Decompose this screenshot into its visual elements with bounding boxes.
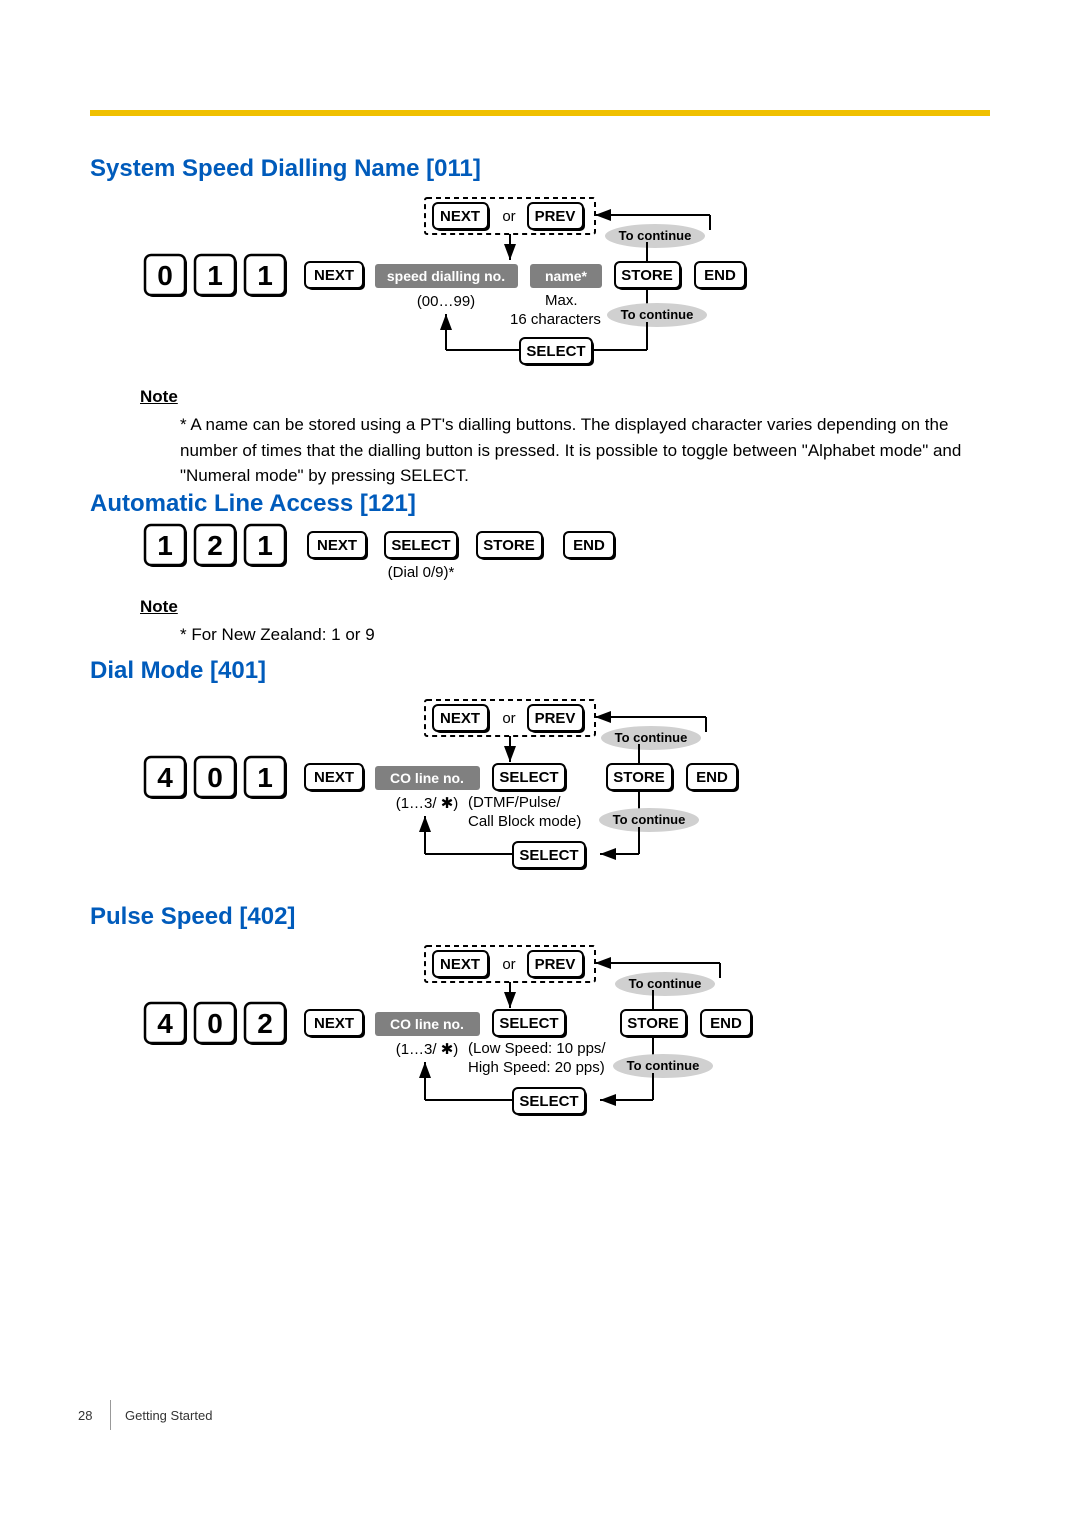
accent-bar — [90, 110, 990, 116]
nav-prev: PREV — [535, 208, 576, 225]
key-0: 0 — [195, 757, 237, 799]
to-continue-top: To continue — [629, 976, 702, 991]
sub-co-line: (1…3/ ✱) — [396, 795, 459, 812]
svg-text:1: 1 — [257, 762, 273, 793]
key-1: 1 — [245, 757, 287, 799]
next-button: NEXT — [314, 769, 354, 786]
store-button: STORE — [483, 537, 534, 554]
store-button: STORE — [627, 1015, 678, 1032]
key-2: 2 — [195, 525, 237, 567]
select-button: SELECT — [526, 343, 585, 360]
note-heading-2: Note — [140, 597, 178, 617]
svg-text:4: 4 — [157, 1008, 173, 1039]
nav-next: NEXT — [440, 956, 480, 973]
to-continue-top: To continue — [615, 730, 688, 745]
key-4: 4 — [145, 1003, 187, 1045]
nav-prev: PREV — [535, 710, 576, 727]
label-co-line: CO line no. — [390, 1016, 464, 1032]
select-bottom: SELECT — [519, 847, 578, 864]
key-0: 0 — [145, 255, 187, 297]
key-2: 2 — [245, 1003, 287, 1045]
section-title-402: Pulse Speed [402] — [90, 903, 295, 931]
svg-text:0: 0 — [207, 1008, 223, 1039]
select-button: SELECT — [391, 537, 450, 554]
to-continue-top: To continue — [619, 228, 692, 243]
sub-name-b: 16 characters — [510, 311, 601, 328]
sub2a: (Low Speed: 10 pps/ — [468, 1040, 606, 1057]
select-bottom: SELECT — [519, 1093, 578, 1110]
sub-name-a: Max. — [545, 292, 578, 309]
footer-section: Getting Started — [125, 1408, 212, 1423]
section-title-401: Dial Mode [401] — [90, 657, 266, 685]
svg-text:4: 4 — [157, 762, 173, 793]
nav-next: NEXT — [440, 208, 480, 225]
nav-next: NEXT — [440, 710, 480, 727]
to-continue-bot: To continue — [627, 1058, 700, 1073]
sub2b: High Speed: 20 pps) — [468, 1059, 605, 1076]
next-button: NEXT — [317, 537, 357, 554]
svg-text:1: 1 — [257, 260, 273, 291]
key-1a: 1 — [195, 255, 237, 297]
key-4: 4 — [145, 757, 187, 799]
next-button: NEXT — [314, 1015, 354, 1032]
svg-text:0: 0 — [157, 260, 173, 291]
diagram-121: 1 2 1 NEXT SELECT (Dial 0/9)* STORE END — [90, 520, 990, 600]
key-1b: 1 — [245, 255, 287, 297]
select-button: SELECT — [499, 769, 558, 786]
note-text-1: * A name can be stored using a PT's dial… — [180, 412, 990, 489]
label-name: name* — [545, 268, 588, 284]
sub-speed-dial: (00…99) — [417, 293, 475, 310]
page-number: 28 — [78, 1408, 92, 1423]
nav-or: or — [502, 956, 515, 973]
svg-text:1: 1 — [157, 530, 173, 561]
svg-text:1: 1 — [207, 260, 223, 291]
key-1: 1 — [145, 525, 187, 567]
note-heading-1: Note — [140, 387, 178, 407]
sub-co-line: (1…3/ ✱) — [396, 1041, 459, 1058]
svg-text:2: 2 — [207, 530, 223, 561]
label-speed-dial: speed dialling no. — [387, 268, 505, 284]
nav-or: or — [502, 710, 515, 727]
sub2a: (DTMF/Pulse/ — [468, 794, 561, 811]
key-1b: 1 — [245, 525, 287, 567]
end-button: END — [704, 267, 736, 284]
to-continue-bot: To continue — [621, 307, 694, 322]
end-button: END — [710, 1015, 742, 1032]
select-sub: (Dial 0/9)* — [388, 564, 455, 581]
select-button: SELECT — [499, 1015, 558, 1032]
svg-text:2: 2 — [257, 1008, 273, 1039]
diagram-401: NEXT or PREV To continue 4 0 1 NEXT CO l… — [90, 692, 990, 892]
section-title-121: Automatic Line Access [121] — [90, 490, 416, 518]
to-continue-bot: To continue — [613, 812, 686, 827]
footer-divider — [110, 1400, 111, 1430]
page: System Speed Dialling Name [011] NEXT or… — [0, 0, 1080, 1528]
sub2b: Call Block mode) — [468, 813, 581, 830]
store-button: STORE — [621, 267, 672, 284]
footer: 28 — [78, 1408, 110, 1423]
nav-or: or — [502, 208, 515, 225]
next-button: NEXT — [314, 267, 354, 284]
section-title-011: System Speed Dialling Name [011] — [90, 155, 481, 183]
end-button: END — [696, 769, 728, 786]
label-co-line: CO line no. — [390, 770, 464, 786]
note-text-2: * For New Zealand: 1 or 9 — [180, 622, 990, 648]
store-button: STORE — [613, 769, 664, 786]
key-0: 0 — [195, 1003, 237, 1045]
svg-text:0: 0 — [207, 762, 223, 793]
diagram-402: NEXT or PREV To continue 4 0 2 NEXT CO l… — [90, 938, 990, 1138]
nav-prev: PREV — [535, 956, 576, 973]
svg-text:1: 1 — [257, 530, 273, 561]
end-button: END — [573, 537, 605, 554]
diagram-011: NEXT or PREV To continue 0 1 1 NE — [90, 190, 990, 390]
